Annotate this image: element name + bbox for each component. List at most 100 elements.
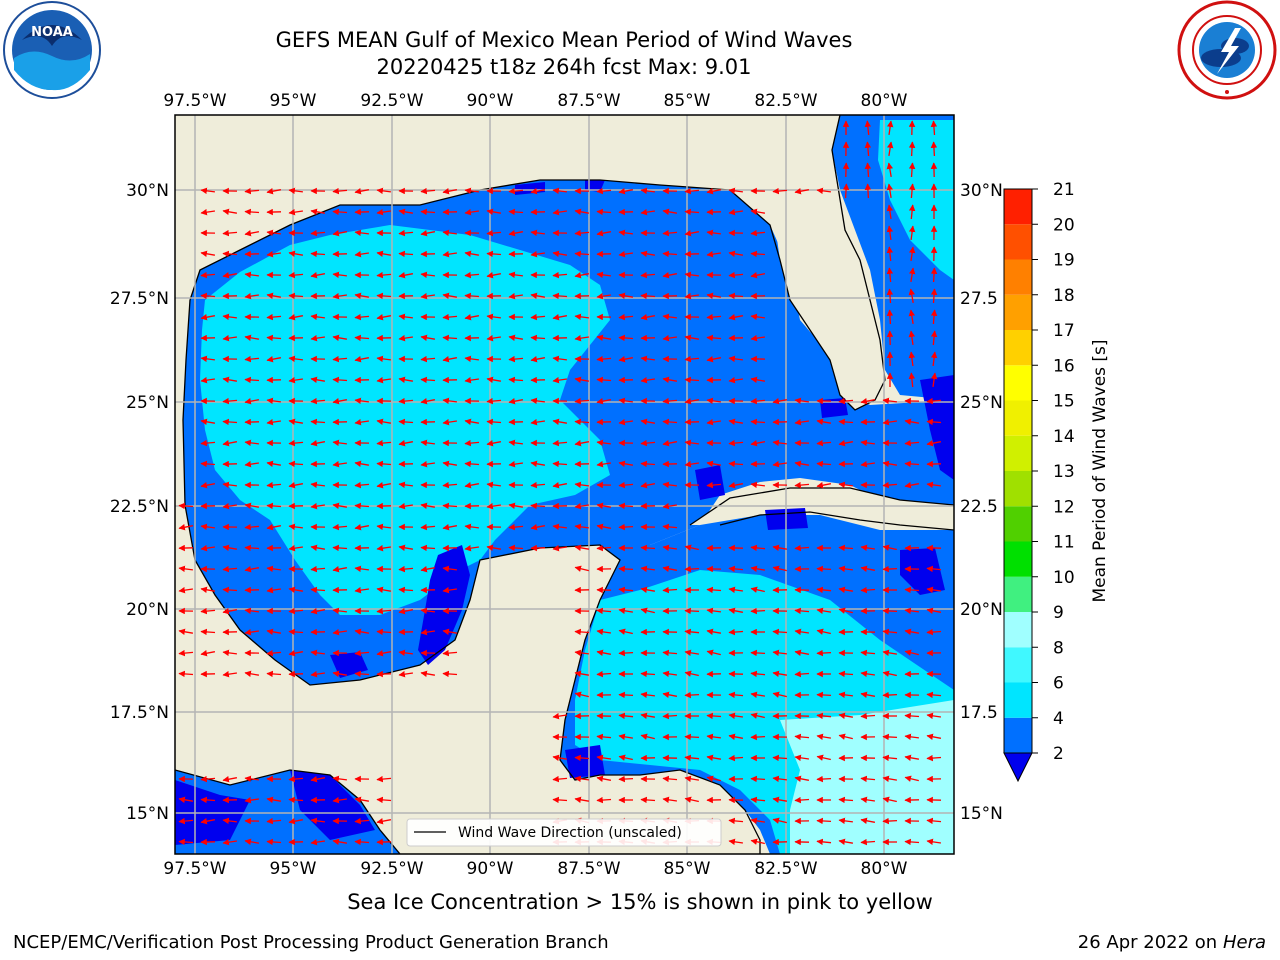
wind-arrow <box>508 502 524 510</box>
wind-arrow <box>376 586 392 594</box>
wind-arrow <box>596 460 611 468</box>
wind-arrow <box>908 162 916 178</box>
colorbar-segment <box>1004 365 1032 401</box>
wind-arrow <box>706 586 722 594</box>
wind-arrow <box>398 313 413 321</box>
wind-arrow <box>882 565 898 573</box>
wind-arrow <box>288 439 304 447</box>
wind-arrow <box>332 460 347 468</box>
wind-arrow <box>354 628 370 636</box>
footer-date: 26 Apr 2022 on Hera <box>1078 932 1266 953</box>
wind-arrow <box>486 272 502 279</box>
wind-arrow <box>376 523 391 531</box>
lon-tick-top: 80°W <box>861 91 908 111</box>
map-title: GEFS MEAN Gulf of Mexico Mean Period of … <box>275 28 853 52</box>
wind-arrow <box>596 334 612 342</box>
wind-arrow <box>332 838 348 846</box>
wind-arrow <box>332 376 348 384</box>
wind-arrow <box>574 272 590 279</box>
wind-arrow <box>908 225 916 240</box>
wind-arrow <box>310 670 325 678</box>
wind-arrow <box>266 481 282 489</box>
colorbar-tick-label: 13 <box>1053 462 1075 482</box>
wind-arrow <box>618 188 634 195</box>
wind-arrow <box>930 120 938 136</box>
wind-arrow <box>816 586 832 594</box>
wind-arrow <box>750 397 766 405</box>
wind-arrow <box>662 272 678 279</box>
wind-arrow <box>662 502 677 510</box>
wind-arrow <box>266 502 282 510</box>
legend-label: Wind Wave Direction (unscaled) <box>458 825 682 841</box>
wind-arrow <box>640 796 656 804</box>
wind-arrow <box>354 524 370 531</box>
wind-arrow <box>864 183 872 199</box>
wind-arrow <box>222 481 237 489</box>
wind-arrow <box>398 334 413 342</box>
wind-arrow <box>464 208 479 216</box>
colorbar-label: Mean Period of Wind Waves [s] <box>1090 339 1110 602</box>
wind-arrow <box>860 775 876 783</box>
wind-arrow <box>596 628 611 636</box>
wind-arrow <box>288 544 303 552</box>
wind-arrow <box>376 818 392 825</box>
wind-arrow <box>728 271 744 279</box>
wind-arrow <box>376 796 392 804</box>
honduras-dark <box>565 745 605 778</box>
wind-arrow <box>860 398 876 405</box>
wind-arrow <box>860 796 875 804</box>
wind-arrow <box>464 314 480 321</box>
wind-arrow <box>684 649 700 657</box>
wind-arrow <box>310 334 325 342</box>
wind-arrow <box>640 376 655 384</box>
wind-arrow <box>552 187 567 195</box>
wind-arrow <box>178 796 194 804</box>
wind-arrow <box>618 775 634 783</box>
lon-tick-top: 85°W <box>664 91 711 111</box>
noaa-logo-icon: NOAA <box>3 1 101 99</box>
wind-arrow <box>684 607 700 615</box>
wind-arrow <box>596 544 612 552</box>
wind-arrow <box>640 439 656 447</box>
wind-arrow <box>376 439 392 447</box>
wind-arrow <box>574 418 590 426</box>
wind-arrow <box>816 460 832 468</box>
wind-arrow <box>596 271 611 279</box>
wind-arrow <box>618 607 634 615</box>
cuba-land <box>690 488 954 530</box>
wind-arrow <box>376 250 392 258</box>
wind-arrow <box>244 502 260 510</box>
wind-arrow <box>794 628 809 636</box>
wind-arrow <box>816 187 831 195</box>
lat-tick-right: 22.5 <box>960 497 998 517</box>
colorbar-segment <box>1004 682 1032 718</box>
wind-arrow <box>420 334 436 342</box>
wind-arrow <box>838 712 854 720</box>
wind-arrow <box>860 586 876 594</box>
wind-arrow <box>464 355 479 363</box>
wind-arrow <box>266 796 282 804</box>
wind-arrow <box>684 208 700 216</box>
wind-arrow <box>904 649 919 656</box>
lon-tick-bottom: 92.5°W <box>360 859 423 879</box>
wind-arrow <box>640 670 656 678</box>
wind-arrow <box>178 817 194 825</box>
wind-arrow <box>310 544 326 552</box>
wind-arrow <box>864 162 872 178</box>
wind-arrow <box>662 523 678 531</box>
wind-arrow <box>288 460 304 468</box>
wind-arrow <box>376 628 392 636</box>
wind-arrow <box>376 271 392 279</box>
wind-arrow <box>886 120 894 135</box>
wind-arrow <box>886 141 894 157</box>
wind-arrow <box>178 649 194 657</box>
wind-arrow <box>926 712 941 720</box>
wind-arrow <box>574 502 589 510</box>
wind-arrow <box>420 607 435 615</box>
wind-arrow <box>508 271 523 279</box>
wind-arrow <box>464 439 480 447</box>
wind-arrow <box>640 187 655 195</box>
wind-arrow <box>750 817 766 825</box>
colorbar-tick-label: 15 <box>1053 392 1075 412</box>
wind-arrow <box>640 250 656 258</box>
